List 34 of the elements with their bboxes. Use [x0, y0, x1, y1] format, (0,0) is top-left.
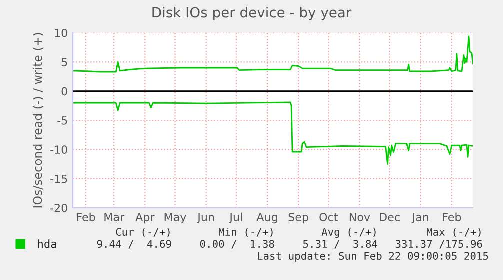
x-tick-label: Dec: [380, 213, 400, 222]
text: 0.00 / 1.38: [200, 240, 274, 249]
y-tick-label: 10: [55, 28, 68, 38]
text: Last update: Sun Feb 22 09:00:05 2015: [258, 252, 488, 262]
y-tick-label: 0: [62, 87, 68, 96]
x-tick-label: Mar: [104, 213, 125, 222]
x-tick-label: Feb: [77, 212, 96, 222]
x-tick-label: May: [164, 213, 186, 224]
x-tick-label: Jun: [197, 213, 214, 224]
text: Avg (-/+): [322, 228, 376, 238]
x-tick-label: Aug: [256, 213, 278, 224]
x-tick-label: Apr: [136, 213, 155, 224]
y-tick-label: -10: [50, 146, 68, 154]
line-series: [73, 36, 473, 73]
x-tick-label: Sep: [288, 213, 308, 224]
text: Max (-/+): [426, 228, 481, 238]
y-tick-label: 5: [62, 58, 68, 67]
y-tick-label: -5: [58, 116, 68, 125]
y-tick-label: -15: [50, 174, 68, 184]
text: 331.37 /175.96: [396, 240, 482, 249]
x-tick-label: Nov: [350, 213, 370, 222]
legend-label: hda: [38, 240, 56, 248]
text: 9.44 / 4.69: [97, 240, 172, 249]
x-tick-label: Jan: [412, 213, 428, 224]
x-tick-label: Jul: [229, 212, 242, 224]
line-series: [73, 102, 473, 165]
x-tick-label: Oct: [320, 213, 338, 222]
text: Cur (-/+): [116, 228, 170, 238]
y-axis-title: IOs/second read (-) / write (+): [33, 33, 44, 208]
y-tick-label: -20: [50, 204, 68, 212]
chart-title: Disk IOs per device - by year: [152, 7, 352, 20]
text: 5.31 / 3.84: [303, 240, 378, 249]
x-tick-label: Feb: [443, 212, 462, 222]
text: Min (-/+): [218, 228, 273, 238]
